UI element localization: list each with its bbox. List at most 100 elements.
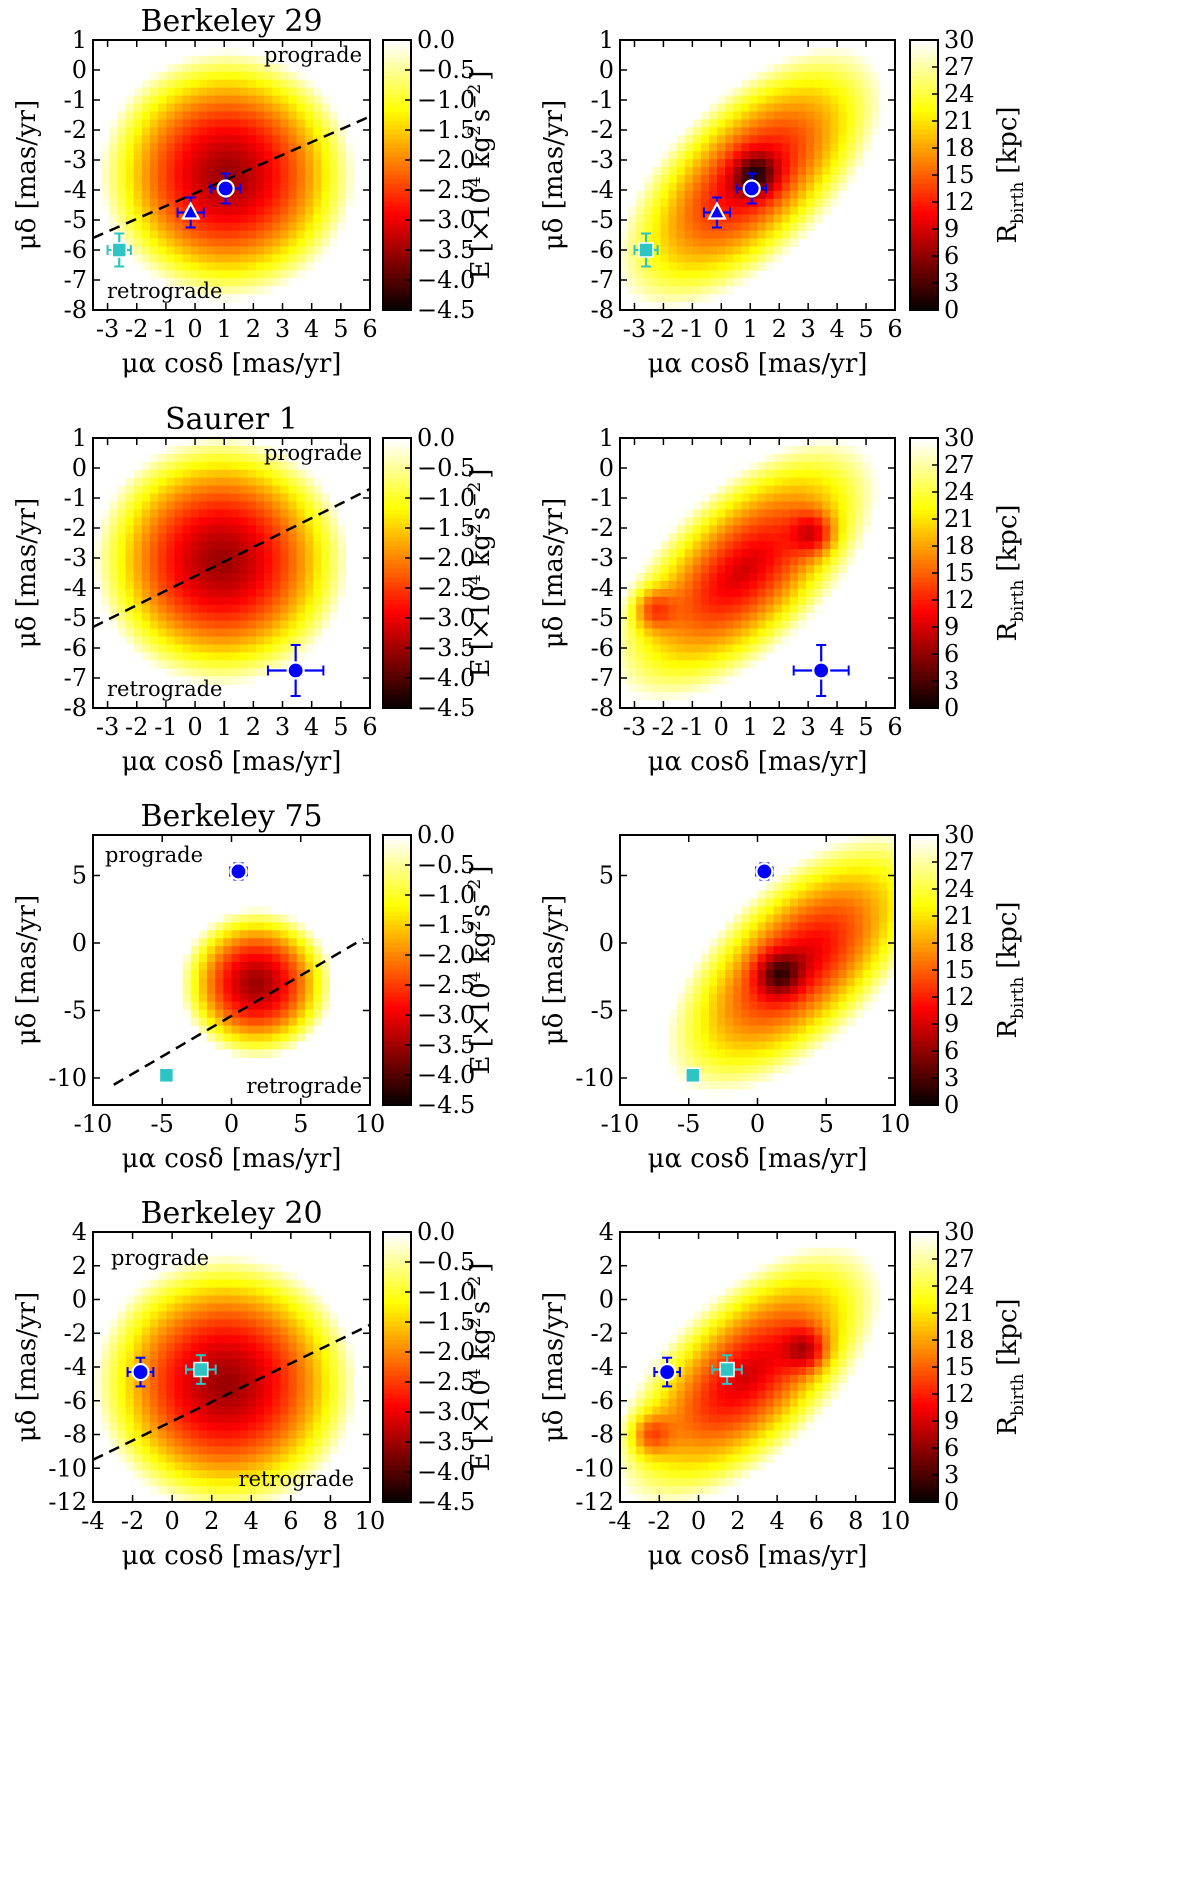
colorbar-step [910,961,938,967]
heat-cell [231,660,241,669]
colorbar-tick-label: 18 [944,929,975,957]
heat-cell [846,882,856,892]
heat-cell [288,557,298,566]
heat-cell [239,485,249,495]
heat-cell [708,573,718,582]
heat-cell [190,977,200,987]
heat-cell [684,565,694,574]
heat-cell [231,573,241,582]
colorbar-tick-label: −3.5 [417,634,475,662]
heat-cell [280,63,290,73]
colorbar-step [383,1046,411,1052]
heat-cell [264,612,273,622]
colorbar-tick-label: −0.5 [417,454,475,482]
heat-cell [822,930,831,939]
heat-cell [223,549,233,558]
heat-cell [215,55,224,65]
heat-cell [239,469,249,479]
heat-cell [797,453,807,463]
heat-cell [223,214,233,224]
heat-cell [797,596,807,606]
colorbar-step [383,125,411,131]
heat-cell [757,620,767,630]
heat-cell [741,1033,751,1043]
colorbar-step [910,519,938,525]
heat-cell [717,119,726,128]
heat-cell [150,1335,159,1344]
heat-cell [765,87,775,97]
heat-cell [288,111,298,121]
heat-cell [255,485,265,495]
colorbar-step [910,483,938,489]
heat-cell [708,596,718,606]
colorbar-step [910,53,938,59]
heat-cell [781,525,791,534]
heat-cell [749,127,759,136]
heat-cell [312,501,322,511]
heat-cell [231,198,241,208]
heat-cell [158,182,167,192]
heat-cell [749,938,759,947]
heat-cell [822,127,831,136]
heat-cell [733,270,742,279]
heat-cell [247,477,257,487]
heat-cell [765,1009,775,1019]
colorbar-step [383,667,411,673]
heat-cell [854,55,864,65]
heat-cell [806,946,815,955]
colorbar-step [383,89,411,95]
heat-cell [717,596,726,606]
heat-cell [773,230,783,240]
colorbar-step [910,1051,938,1057]
heat-cell [174,214,184,224]
heat-cell [838,79,848,89]
heat-cell [247,644,257,654]
heat-cell [166,238,176,248]
heat-cell [150,628,159,638]
colorbar-step [910,474,938,480]
heat-cell [668,1009,678,1019]
heat-cell [773,95,783,105]
heat-cell [198,270,208,279]
heat-cell [725,580,734,590]
heat-cell [806,898,815,908]
colorbar-step [910,591,938,597]
heat-cell [765,71,775,81]
heat-cell [684,246,694,256]
heat-cell [822,898,831,908]
heat-cell [198,477,208,487]
heat-cell [239,1033,249,1043]
heat-cell [239,493,249,503]
heat-cell [231,525,241,534]
heat-cell [223,588,233,598]
heat-cell [708,1025,718,1035]
heat-cell [806,222,815,232]
heat-cell [125,206,135,216]
heat-cell [329,167,339,176]
heat-cell [741,143,751,152]
heat-cell [264,198,273,208]
heat-cell [773,1017,783,1027]
heat-cell [757,175,767,184]
heat-cell [109,135,119,144]
heat-cell [806,135,815,144]
heat-cell [749,1001,759,1011]
heat-cell [773,588,783,598]
x-tick-label: 5 [293,1110,308,1138]
heat-cell [806,485,815,495]
heat-cell [717,1049,726,1058]
panel-title: Saurer 1 [165,402,298,437]
heat-cell [878,882,888,892]
colorbar-label-part: ] [466,71,496,81]
heat-cell [676,278,686,287]
heat-cell [789,517,799,526]
heat-cell [814,517,823,526]
heat-cell [773,87,783,97]
heat-cell [198,222,208,232]
x-tick-label: 3 [801,713,816,741]
heat-cell [166,549,176,558]
heat-cell [288,533,298,542]
heat-cell [272,620,281,630]
heat-cell [223,493,233,503]
heat-cell [797,1033,807,1043]
